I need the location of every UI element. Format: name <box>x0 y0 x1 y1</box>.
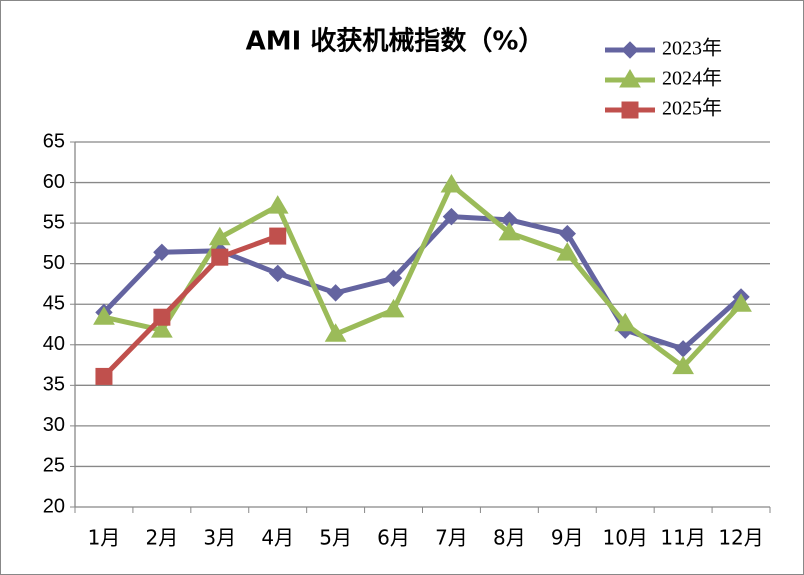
marker <box>730 293 752 312</box>
marker <box>153 308 171 326</box>
marker <box>95 367 113 385</box>
marker <box>619 69 641 88</box>
marker <box>382 298 405 318</box>
marker <box>211 248 229 266</box>
marker <box>324 323 347 342</box>
marker <box>269 227 287 245</box>
x-tick-label: 8月 <box>493 526 526 550</box>
x-tick-label: 6月 <box>377 526 410 550</box>
y-tick-label: 50 <box>43 252 65 274</box>
legend-label: 2024年 <box>662 67 722 90</box>
marker <box>326 284 345 302</box>
marker <box>440 174 463 193</box>
y-tick-label: 40 <box>43 333 65 355</box>
y-tick-label: 45 <box>43 293 65 315</box>
x-tick-label: 3月 <box>203 526 236 550</box>
marker <box>151 319 173 338</box>
y-tick-label: 30 <box>43 414 65 436</box>
y-tick-label: 20 <box>43 495 65 517</box>
legend-label: 2025年 <box>662 97 722 120</box>
series-line <box>102 233 279 379</box>
x-tick-label: 12月 <box>718 526 763 550</box>
marker <box>153 243 171 262</box>
marker <box>614 312 637 332</box>
y-tick-label: 35 <box>43 374 65 396</box>
marker <box>442 207 461 226</box>
x-tick-label: 2月 <box>146 526 179 550</box>
marker <box>266 195 289 214</box>
marker <box>672 355 694 375</box>
marker <box>621 41 639 59</box>
legend-label: 2023年 <box>662 37 722 60</box>
x-tick-label: 4月 <box>261 526 294 550</box>
marker <box>498 221 521 241</box>
marker <box>558 224 576 243</box>
x-tick-label: 10月 <box>602 526 647 550</box>
marker <box>93 306 115 325</box>
x-tick-label: 7月 <box>435 526 468 550</box>
chart-title: AMI 收获机械指数（%） <box>246 27 545 57</box>
marker <box>556 242 579 261</box>
x-tick-label: 5月 <box>319 526 352 550</box>
y-tick-label: 60 <box>43 171 65 193</box>
y-tick-label: 65 <box>43 130 65 152</box>
marker <box>621 101 639 119</box>
y-tick-label: 25 <box>43 455 65 477</box>
marker <box>269 264 287 283</box>
x-tick-label: 1月 <box>88 526 121 550</box>
marker <box>384 269 403 287</box>
y-tick-label: 55 <box>43 211 65 233</box>
x-tick-label: 9月 <box>551 526 584 550</box>
marker <box>208 226 231 246</box>
x-tick-label: 11月 <box>660 526 705 550</box>
